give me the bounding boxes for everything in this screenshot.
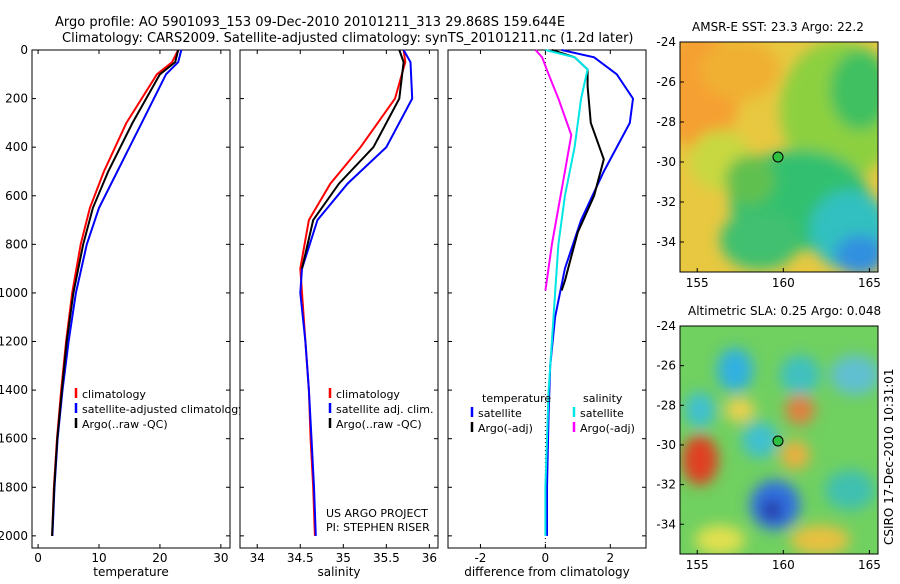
x-tick-label: 0 <box>34 551 42 565</box>
x-tick-label: 30 <box>213 551 228 565</box>
header-line1: Argo profile: AO 5901093_153 09-Dec-2010… <box>55 15 565 30</box>
series-line <box>301 49 405 269</box>
sla-argo-marker <box>772 435 784 447</box>
legend-label: salinity <box>583 392 623 405</box>
map-y-tick-label: -24 <box>656 35 676 49</box>
map-x-tick-label: 160 <box>772 558 795 572</box>
y-tick-label: 1000 <box>0 286 28 300</box>
y-tick-label: 1600 <box>0 432 28 446</box>
x-tick-label: 0 <box>542 551 550 565</box>
legend-label: satellite <box>580 407 624 420</box>
y-tick-label: 400 <box>5 140 28 154</box>
legend-label: satellite adj. clim. <box>336 403 433 416</box>
legend-label: Argo(..raw -QC) <box>336 418 422 431</box>
sst-map-title: AMSR-E SST: 23.3 Argo: 22.2 <box>692 20 864 34</box>
series-line <box>51 49 180 536</box>
map-y-tick-label: -26 <box>656 359 676 373</box>
x-tick-label: 36 <box>422 551 437 565</box>
map-x-tick-label: 155 <box>686 558 709 572</box>
y-tick-label: 200 <box>5 92 28 106</box>
legend-label: climatology <box>336 388 400 401</box>
map-y-tick-label: -24 <box>656 319 676 333</box>
x-axis-label: salinity <box>317 565 360 579</box>
map-y-tick-label: -26 <box>656 75 676 89</box>
x-axis-label: temperature <box>93 565 168 579</box>
y-tick-label: 800 <box>5 237 28 251</box>
x-tick-label: 34.5 <box>287 551 314 565</box>
profile-panels: 0 10 20 30020040060080010001200140016001800… <box>0 43 647 579</box>
x-tick-label: 20 <box>152 551 167 565</box>
x-tick-label: 34 <box>250 551 265 565</box>
y-tick-label: 0 <box>20 43 28 57</box>
sla-map: Altimetric SLA: 0.25 Argo: 0.048 <box>656 304 881 572</box>
sst-argo-marker <box>772 151 784 163</box>
panel-2: 34 34.5 35 35.5 36 salinity climatology satelli… <box>239 49 439 579</box>
legend-label: satellite-adjusted climatology <box>82 403 245 416</box>
map-y-tick-label: -34 <box>656 517 676 531</box>
map-x-tick-label: 160 <box>772 276 795 290</box>
csiro-credit: CSIRO 17-Dec-2010 10:31:01 <box>882 368 896 545</box>
legend-label: satellite <box>478 407 522 420</box>
x-tick-label: 2 <box>606 551 614 565</box>
y-tick-label: 1400 <box>0 383 28 397</box>
map-y-tick-label: -32 <box>656 478 676 492</box>
y-tick-label: 1200 <box>0 335 28 349</box>
series-line <box>534 49 573 291</box>
legend-label: climatology <box>82 388 146 401</box>
map-y-tick-label: -34 <box>656 235 676 249</box>
legend-label: Argo(-adj) <box>478 422 533 435</box>
legend-label: Argo(..raw -QC) <box>82 418 168 431</box>
header-line2: Climatology: CARS2009. Satellite-adjuste… <box>62 31 634 46</box>
map-y-tick-label: -30 <box>656 155 676 169</box>
y-tick-label: 2000 <box>0 529 28 543</box>
series-line <box>544 49 589 536</box>
sst-map: AMSR-E SST: 23.3 Argo: 22.2 155 160 165 -24… <box>656 20 881 290</box>
x-tick-label: 35 <box>336 551 351 565</box>
legend-label: temperature <box>482 392 551 405</box>
panel-frame <box>239 49 439 549</box>
map-x-tick-label: 165 <box>858 558 881 572</box>
x-tick-label: 35.5 <box>373 551 400 565</box>
y-tick-label: 600 <box>5 189 28 203</box>
x-axis-label: difference from climatology <box>464 565 630 579</box>
sla-map-title: Altimetric SLA: 0.25 Argo: 0.048 <box>688 304 881 318</box>
map-y-tick-label: -28 <box>656 398 676 412</box>
panel-frame <box>31 49 231 549</box>
map-y-tick-label: -30 <box>656 438 676 452</box>
map-x-tick-label: 155 <box>686 276 709 290</box>
map-x-tick-label: 165 <box>858 276 881 290</box>
x-tick-label: 10 <box>91 551 106 565</box>
panel-1: 0 10 20 30 0 200 400 600 800 1000 1200 1400 1600 1800… <box>0 43 245 579</box>
x-tick-label: -2 <box>474 551 486 565</box>
map-y-tick-label: -28 <box>656 115 676 129</box>
legend-label: Argo(-adj) <box>580 422 635 435</box>
project-credit: US ARGO PROJECT <box>326 507 428 520</box>
pi-credit: PI: STEPHEN RISER <box>326 521 430 534</box>
y-tick-label: 1800 <box>0 480 28 494</box>
map-y-tick-label: -32 <box>656 195 676 209</box>
